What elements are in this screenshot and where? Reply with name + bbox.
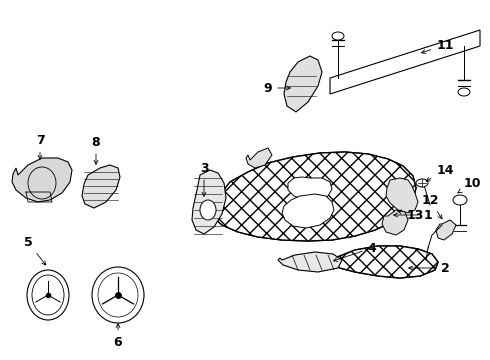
Text: 13: 13 (397, 208, 424, 221)
Ellipse shape (458, 88, 470, 96)
Text: 2: 2 (409, 261, 449, 274)
Text: 11: 11 (421, 39, 454, 53)
Polygon shape (278, 252, 342, 272)
Polygon shape (282, 194, 334, 228)
Polygon shape (332, 246, 438, 278)
Ellipse shape (200, 200, 216, 220)
Ellipse shape (27, 270, 69, 320)
Ellipse shape (453, 195, 467, 205)
Polygon shape (284, 56, 322, 112)
Polygon shape (192, 170, 226, 234)
Text: 5: 5 (24, 235, 46, 265)
Text: 8: 8 (92, 135, 100, 164)
Text: 9: 9 (264, 81, 290, 95)
Text: 10: 10 (458, 176, 481, 193)
Polygon shape (82, 165, 120, 208)
Polygon shape (12, 158, 72, 202)
Polygon shape (332, 246, 438, 278)
Polygon shape (208, 152, 416, 241)
Polygon shape (382, 210, 408, 235)
Polygon shape (208, 152, 416, 241)
Ellipse shape (416, 179, 428, 187)
Text: 12: 12 (421, 194, 442, 219)
Ellipse shape (332, 32, 344, 40)
Polygon shape (246, 148, 272, 168)
Text: 6: 6 (114, 324, 122, 348)
Text: 4: 4 (334, 242, 376, 261)
Polygon shape (288, 177, 332, 200)
Text: 1: 1 (393, 208, 432, 221)
Polygon shape (330, 30, 480, 94)
Ellipse shape (92, 267, 144, 323)
Text: 7: 7 (36, 134, 45, 159)
Text: 3: 3 (200, 162, 208, 196)
Polygon shape (436, 220, 456, 240)
Polygon shape (386, 178, 418, 213)
Text: 14: 14 (426, 163, 454, 181)
